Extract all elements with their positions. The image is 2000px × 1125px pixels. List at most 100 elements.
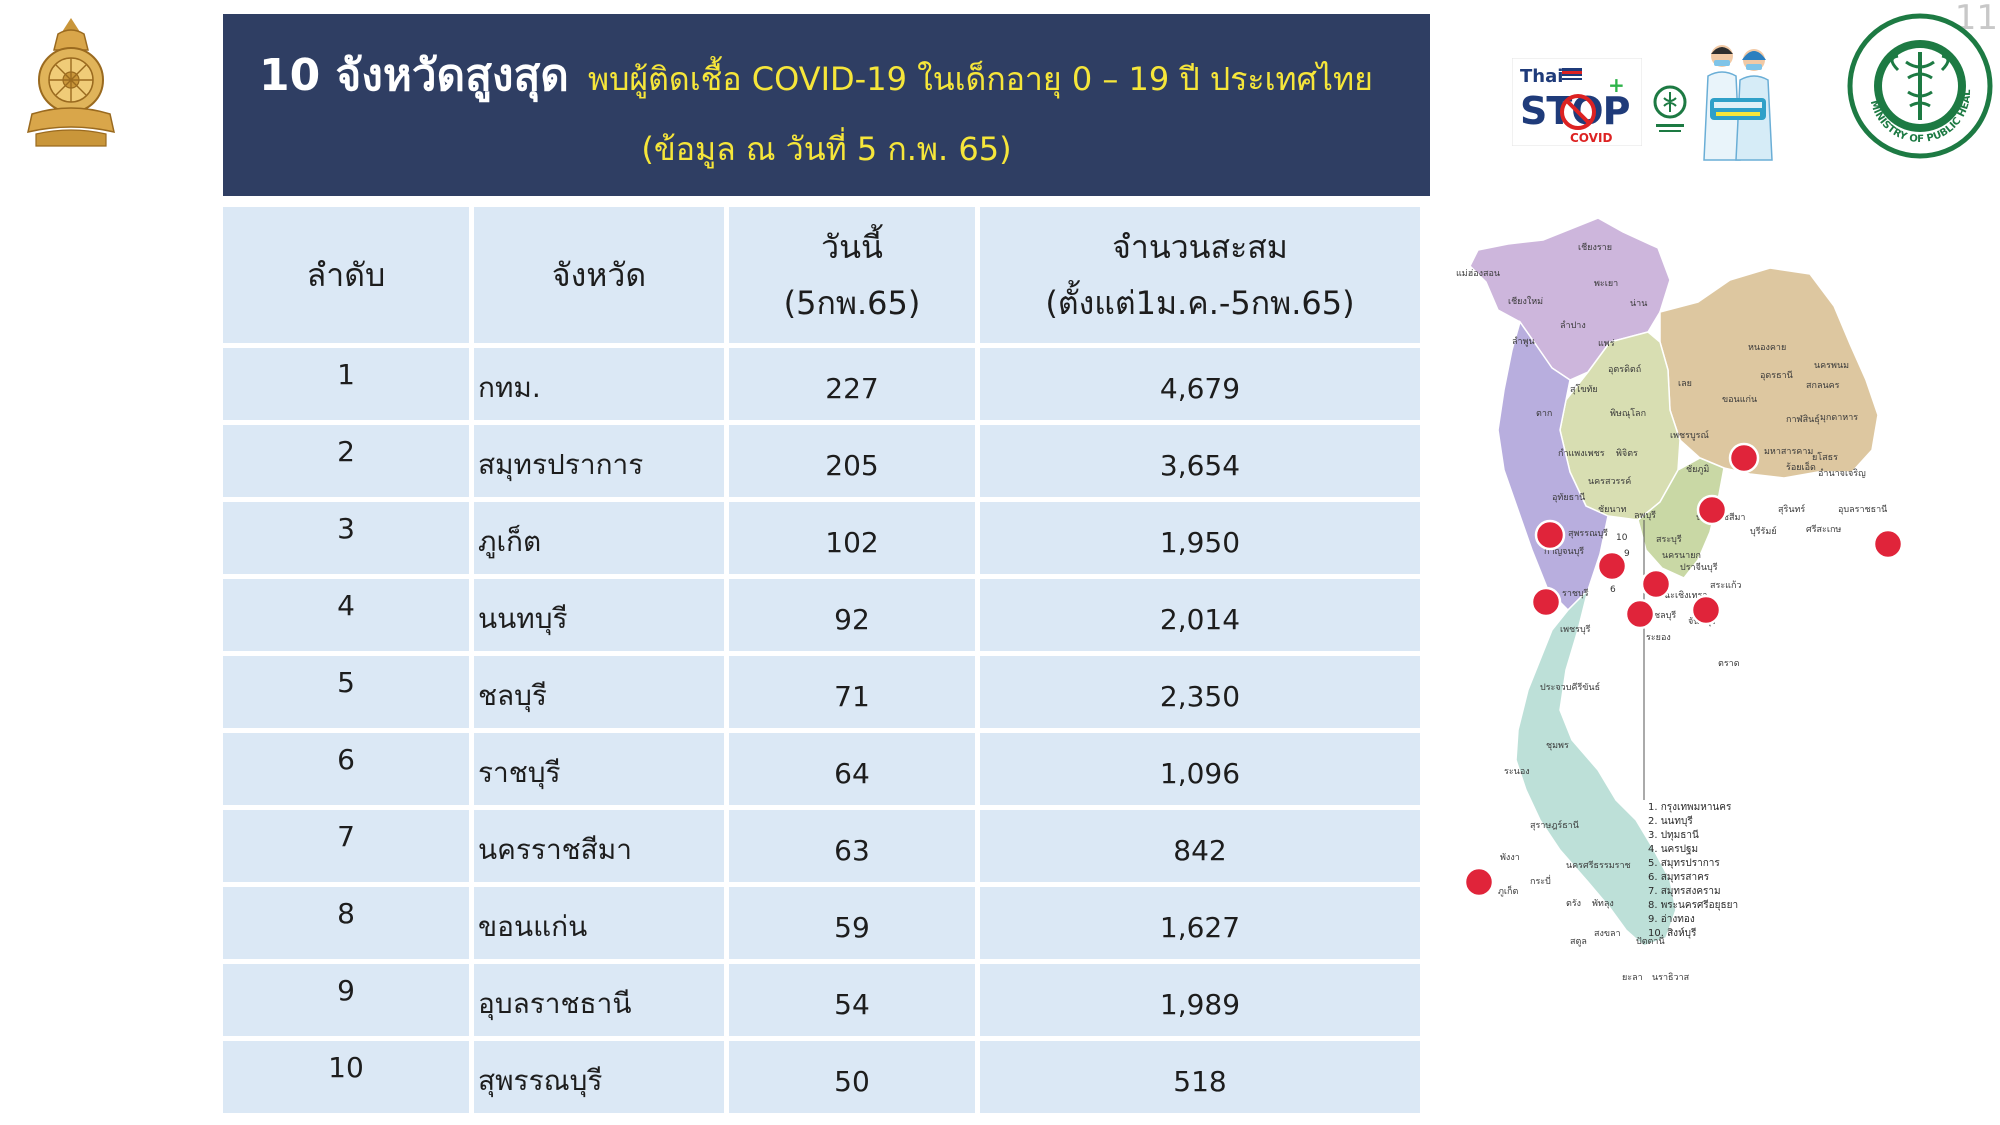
logo-brand-text: Thai xyxy=(1520,66,1563,87)
table-row: 6 ราชบุรี 64 1,096 xyxy=(223,733,1420,805)
map-legend-item: 10. สิงห์บุรี xyxy=(1648,927,1697,939)
today-count-cell: 205 xyxy=(729,425,975,497)
map-region-south xyxy=(1515,587,1677,947)
map-label: สระแก้ว xyxy=(1710,580,1741,591)
title-banner: 10 จังหวัดสูงสุด พบผู้ติดเชื้อ COVID-19 … xyxy=(223,14,1430,196)
table-row: 8 ขอนแก่น 59 1,627 xyxy=(223,887,1420,959)
map-legend-item: 6. สมุทรสาคร xyxy=(1648,872,1710,883)
map-label: พิจิตร xyxy=(1616,448,1638,459)
map-label: นครพนม xyxy=(1814,361,1849,371)
map-label: น่าน xyxy=(1630,299,1647,309)
moph-small-seal-icon xyxy=(1653,85,1687,132)
map-label: บุรีรัมย์ xyxy=(1750,525,1777,537)
map-label: มุกดาหาร xyxy=(1820,413,1858,423)
rank-cell: 5 xyxy=(223,656,469,728)
logo-covid-text: COVID xyxy=(1570,131,1612,145)
map-label: แม่ฮ่องสอน xyxy=(1456,269,1500,279)
cumulative-count-cell: 1,950 xyxy=(980,502,1420,574)
map-marker-suphanburi xyxy=(1534,519,1566,551)
column-header-rank: ลำดับ xyxy=(223,207,469,343)
map-label: เลย xyxy=(1678,379,1692,389)
table-row: 7 นครราชสีมา 63 842 xyxy=(223,810,1420,882)
column-header-province: จังหวัด xyxy=(474,207,724,343)
map-label: สระบุรี xyxy=(1656,534,1682,545)
today-count-cell: 50 xyxy=(729,1041,975,1113)
map-label: อุบลราชธานี xyxy=(1838,504,1887,515)
map-number: 9 xyxy=(1624,549,1630,559)
map-label: ตราด xyxy=(1718,659,1740,669)
rank-cell: 9 xyxy=(223,964,469,1036)
table-header-row: ลำดับ จังหวัด วันนี้ (5กพ.65) จำนวนสะสม (ต… xyxy=(223,207,1420,343)
map-label: ฉะเชิงเทรา xyxy=(1664,590,1707,601)
map-label: ลำปาง xyxy=(1560,320,1586,331)
map-marker-ratchaburi xyxy=(1530,586,1562,618)
ministry-emblem-icon xyxy=(27,18,115,147)
map-markers xyxy=(1463,442,1904,898)
map-label: ชัยภูมิ xyxy=(1686,464,1709,475)
cumulative-count-cell: 4,679 xyxy=(980,348,1420,420)
map-label: เชียงราย xyxy=(1578,242,1612,253)
cumulative-count-cell: 518 xyxy=(980,1041,1420,1113)
rank-cell: 2 xyxy=(223,425,469,497)
map-label: ขอนแก่น xyxy=(1722,395,1757,405)
map-label: นครศรีธรรมราช xyxy=(1566,860,1631,871)
rank-cell: 4 xyxy=(223,579,469,651)
table-row: 1 กทม. 227 4,679 xyxy=(223,348,1420,420)
map-label: ศรีสะเกษ xyxy=(1806,524,1841,535)
map-label: ลำพูน xyxy=(1512,336,1535,347)
table-row: 10 สุพรรณบุรี 50 518 xyxy=(223,1041,1420,1113)
map-label: อุดรธานี xyxy=(1760,370,1793,381)
map-label: พะเยา xyxy=(1594,279,1618,289)
map-label: กาฬสินธุ์ xyxy=(1786,413,1820,425)
table-row: 2 สมุทรปราการ 205 3,654 xyxy=(223,425,1420,497)
map-label: พิษณุโลก xyxy=(1610,408,1646,419)
today-count-cell: 227 xyxy=(729,348,975,420)
table-row: 3 ภูเก็ต 102 1,950 xyxy=(223,502,1420,574)
today-count-cell: 59 xyxy=(729,887,975,959)
map-label: สุราษฎร์ธานี xyxy=(1530,819,1579,831)
province-cell: ภูเก็ต xyxy=(474,502,724,574)
province-cell: กทม. xyxy=(474,348,724,420)
map-label: สงขลา xyxy=(1594,929,1621,939)
map-legend-item: 3. ปทุมธานี xyxy=(1648,829,1699,841)
map-label: ยโสธร xyxy=(1812,452,1838,463)
table-body: 1 กทม. 227 4,679 2 สมุทรปราการ 205 3,654 3 ภูเก็ต… xyxy=(223,348,1420,1113)
rank-cell: 6 xyxy=(223,733,469,805)
province-cell: สมุทรปราการ xyxy=(474,425,724,497)
map-legend-item: 4. นครปฐม xyxy=(1648,844,1698,855)
map-marker-nonthaburi xyxy=(1596,550,1628,582)
cumulative-count-cell: 2,350 xyxy=(980,656,1420,728)
map-marker-bangkok xyxy=(1640,568,1672,600)
map-label: พัทลุง xyxy=(1592,899,1614,909)
thailand-map: 1. กรุงเทพมหานคร 2. นนทบุรี 3. ปทุมธานี … xyxy=(1456,217,1904,983)
map-legend-item: 1. กรุงเทพมหานคร xyxy=(1648,802,1732,813)
map-number: 10 xyxy=(1616,533,1628,543)
map-province-labels: เชียงราย แม่ฮ่องสอน พะเยา เชียงใหม่ น่าน… xyxy=(1456,242,1887,983)
cumulative-count-cell: 1,627 xyxy=(980,887,1420,959)
cumulative-count-cell: 2,014 xyxy=(980,579,1420,651)
map-label: นครนายก xyxy=(1662,551,1701,561)
map-label: สกลนคร xyxy=(1806,381,1840,391)
map-label: สตูล xyxy=(1570,937,1587,947)
province-cell: ราชบุรี xyxy=(474,733,724,805)
column-header-cumulative: จำนวนสะสม (ตั้งแต่1ม.ค.-5กพ.65) xyxy=(980,207,1420,343)
map-label: ระยอง xyxy=(1646,633,1671,643)
province-cell: นนทบุรี xyxy=(474,579,724,651)
map-label: แพร่ xyxy=(1598,339,1615,349)
page-title: 10 จังหวัดสูงสุด xyxy=(259,50,569,101)
province-cell: นครราชสีมา xyxy=(474,810,724,882)
map-label: กำแพงเพชร xyxy=(1558,448,1605,459)
map-label: เพชรบูรณ์ xyxy=(1670,429,1709,441)
map-label: มหาสารคาม xyxy=(1764,447,1813,457)
map-label: สุพรรณบุรี xyxy=(1568,528,1608,539)
today-count-cell: 63 xyxy=(729,810,975,882)
province-cell: อุบลราชธานี xyxy=(474,964,724,1036)
map-marker-khon-kaen xyxy=(1728,442,1760,474)
rank-cell: 8 xyxy=(223,887,469,959)
today-count-cell: 64 xyxy=(729,733,975,805)
thai-stop-covid-logo-icon: Thai STOP + COVID xyxy=(1512,58,1642,146)
rank-cell: 10 xyxy=(223,1041,469,1113)
map-label: ชัยนาท xyxy=(1598,505,1627,515)
map-label: นครสวรรค์ xyxy=(1588,475,1631,487)
map-marker-nakhon-ratchasima xyxy=(1696,494,1728,526)
